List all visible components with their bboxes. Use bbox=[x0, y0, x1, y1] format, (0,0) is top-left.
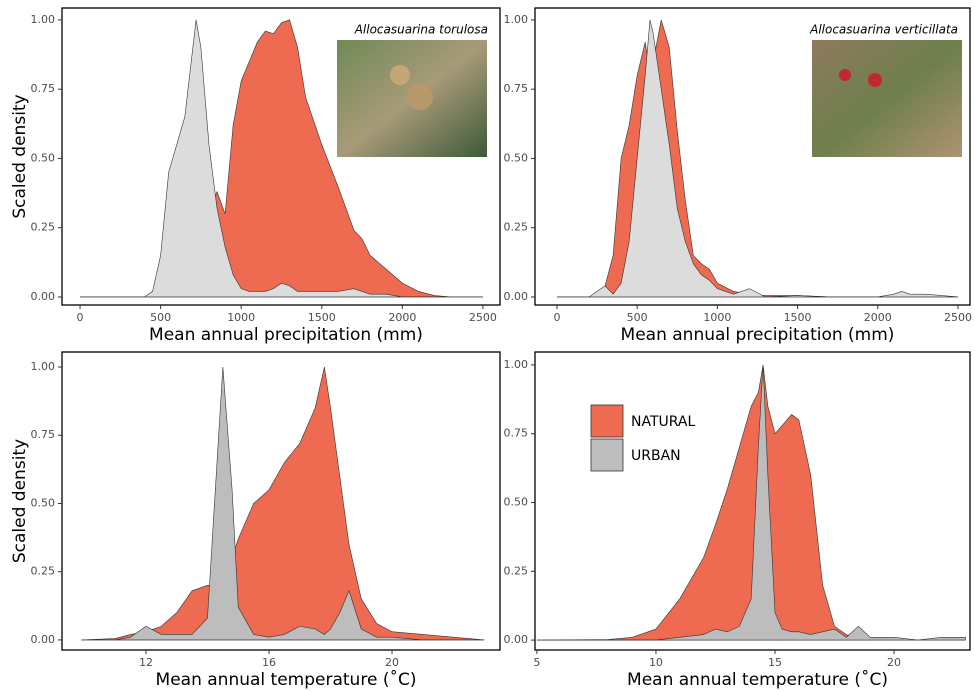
y-tick-label: 0.50 bbox=[31, 496, 56, 509]
legend-label: NATURAL bbox=[631, 414, 695, 430]
x-tick-label: 1500 bbox=[784, 311, 812, 324]
y-tick-label: 0.75 bbox=[31, 428, 56, 441]
density-area bbox=[536, 364, 966, 641]
x-tick-label: 5 bbox=[533, 656, 540, 669]
x-tick-label: 2000 bbox=[864, 311, 892, 324]
y-tick-label: 0.00 bbox=[504, 290, 529, 303]
x-axis-title: Mean annual precipitation (mm) bbox=[149, 325, 423, 345]
x-axis-title: Mean annual temperature (˚C) bbox=[156, 669, 417, 690]
x-tick-label: 1000 bbox=[703, 311, 731, 324]
y-tick-label: 0.00 bbox=[31, 633, 56, 646]
photo-cone bbox=[407, 84, 433, 110]
y-tick-label: 0.75 bbox=[504, 82, 529, 95]
y-tick-label: 0.25 bbox=[31, 221, 56, 234]
x-tick-label: 0 bbox=[77, 311, 84, 324]
y-tick-label: 1.00 bbox=[504, 358, 529, 371]
y-tick-label: 1.00 bbox=[31, 13, 56, 26]
density-area bbox=[81, 366, 485, 641]
legend-swatch bbox=[590, 404, 624, 438]
density-area bbox=[80, 19, 483, 298]
plot-frame bbox=[534, 351, 971, 651]
y-tick-label: 1.00 bbox=[31, 360, 56, 373]
x-tick-label: 1500 bbox=[308, 311, 336, 324]
y-tick-label: 1.00 bbox=[504, 13, 529, 26]
y-tick-label: 0.00 bbox=[31, 290, 56, 303]
x-tick-label: 2500 bbox=[469, 311, 497, 324]
y-tick-label: 0.50 bbox=[504, 151, 529, 164]
x-tick-label: 15 bbox=[768, 656, 782, 669]
y-tick-label: 0.75 bbox=[31, 82, 56, 95]
species-annotation: Allocasuarina torulosa bbox=[354, 23, 488, 37]
photo-flower bbox=[868, 73, 882, 87]
y-tick-label: 0.50 bbox=[504, 496, 529, 509]
x-tick-label: 500 bbox=[627, 311, 648, 324]
x-axis-title: Mean annual precipitation (mm) bbox=[621, 325, 895, 345]
y-axis-title: Scaled density bbox=[10, 94, 30, 218]
photo-flower bbox=[839, 69, 851, 81]
plot-frame bbox=[61, 7, 501, 306]
x-axis-title: Mean annual temperature (˚C) bbox=[627, 669, 888, 690]
species-annotation: Allocasuarina verticillata bbox=[809, 23, 958, 37]
y-tick-label: 0.25 bbox=[504, 564, 529, 577]
x-tick-label: 1000 bbox=[227, 311, 255, 324]
density-area bbox=[556, 19, 958, 298]
photo-cone bbox=[390, 65, 410, 85]
y-tick-label: 0.25 bbox=[504, 221, 529, 234]
x-tick-label: 500 bbox=[150, 311, 171, 324]
x-tick-label: 2000 bbox=[388, 311, 416, 324]
y-tick-label: 0.50 bbox=[31, 151, 56, 164]
density-area bbox=[81, 366, 485, 641]
y-tick-label: 0.25 bbox=[31, 565, 56, 578]
x-tick-label: 20 bbox=[385, 656, 399, 669]
x-tick-label: 12 bbox=[139, 656, 153, 669]
x-tick-label: 10 bbox=[649, 656, 663, 669]
plot-frame bbox=[61, 351, 501, 651]
y-tick-label: 0.00 bbox=[504, 633, 529, 646]
species-photo bbox=[812, 40, 962, 157]
y-tick-label: 0.75 bbox=[504, 427, 529, 440]
legend-swatch bbox=[590, 438, 624, 472]
legend-label: URBAN bbox=[631, 448, 681, 464]
x-tick-label: 2500 bbox=[944, 311, 972, 324]
y-axis-title: Scaled density bbox=[10, 439, 30, 563]
x-tick-label: 0 bbox=[553, 311, 560, 324]
x-tick-label: 16 bbox=[262, 656, 276, 669]
plot-frame bbox=[534, 7, 971, 306]
x-tick-label: 20 bbox=[887, 656, 901, 669]
